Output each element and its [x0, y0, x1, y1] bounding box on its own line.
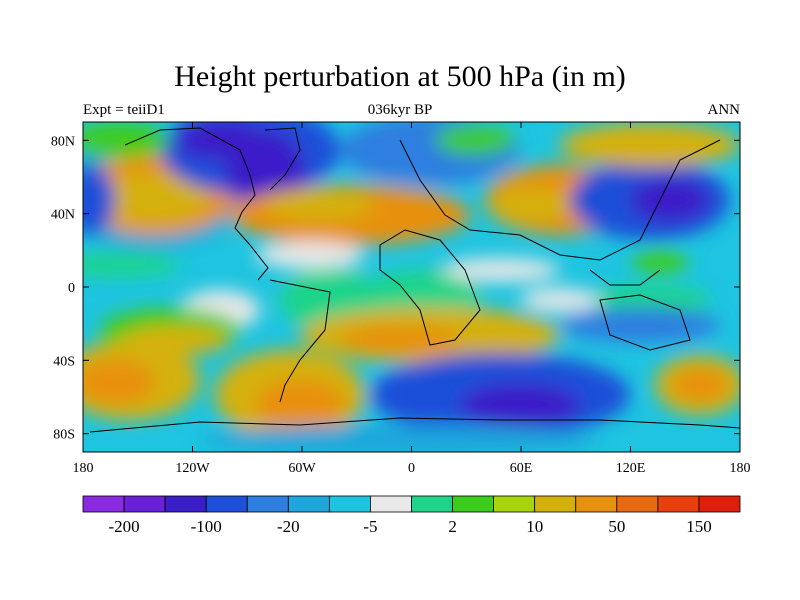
colorbar-label: 150 — [686, 517, 712, 536]
colorbar-swatch — [411, 495, 453, 513]
y-tick-label: 0 — [68, 281, 75, 296]
x-axis: 180 120W 60W 0 60E 120E 180 — [73, 122, 751, 476]
colorbar-label: 10 — [526, 517, 543, 536]
colorbar-swatch — [246, 495, 289, 513]
x-tick-label: 60W — [288, 461, 316, 476]
colorbar-swatch — [328, 495, 371, 513]
colorbar-swatch — [493, 495, 536, 513]
contour-field — [83, 122, 740, 452]
colorbar-swatch — [698, 495, 741, 513]
colorbar-label: 50 — [608, 517, 625, 536]
colorbar-swatch — [452, 495, 495, 513]
colorbar-swatch — [534, 495, 577, 513]
colorbar-label: -100 — [191, 517, 222, 536]
colorbar: -200 -100 -20 -5 2 10 50 150 — [82, 495, 741, 536]
x-tick-label: 120W — [175, 461, 210, 476]
colorbar-label: -5 — [363, 517, 377, 536]
colorbar-swatch — [657, 495, 700, 513]
y-tick-label: 40S — [53, 354, 75, 369]
coastlines — [89, 127, 740, 433]
colorbar-label: 2 — [448, 517, 457, 536]
colorbar-swatch — [370, 495, 412, 513]
x-tick-label: 0 — [408, 461, 415, 476]
experiment-label: Expt = teiiD1 — [83, 102, 165, 118]
colorbar-swatch — [575, 495, 618, 513]
colorbar-label: -20 — [277, 517, 300, 536]
colorbar-swatch — [82, 495, 125, 513]
plot-title: Height perturbation at 500 hPa (in m) — [174, 60, 626, 93]
x-tick-label: 180 — [730, 461, 751, 476]
colorbar-label: -200 — [108, 517, 139, 536]
colorbar-swatch — [164, 495, 207, 513]
time-label: 036kyr BP — [367, 102, 433, 118]
x-tick-label: 60E — [510, 461, 533, 476]
season-label: ANN — [707, 102, 741, 118]
y-tick-label: 80S — [53, 428, 75, 443]
colorbar-swatch — [287, 495, 330, 513]
y-tick-label: 40N — [51, 208, 75, 223]
colorbar-swatch — [616, 495, 659, 513]
colorbar-swatch — [123, 495, 166, 513]
colorbar-swatch — [205, 495, 248, 513]
y-axis: 80N 40N 0 40S 80S — [51, 134, 740, 443]
x-tick-label: 180 — [73, 461, 94, 476]
x-tick-label: 120E — [616, 461, 646, 476]
y-tick-label: 80N — [51, 134, 75, 149]
